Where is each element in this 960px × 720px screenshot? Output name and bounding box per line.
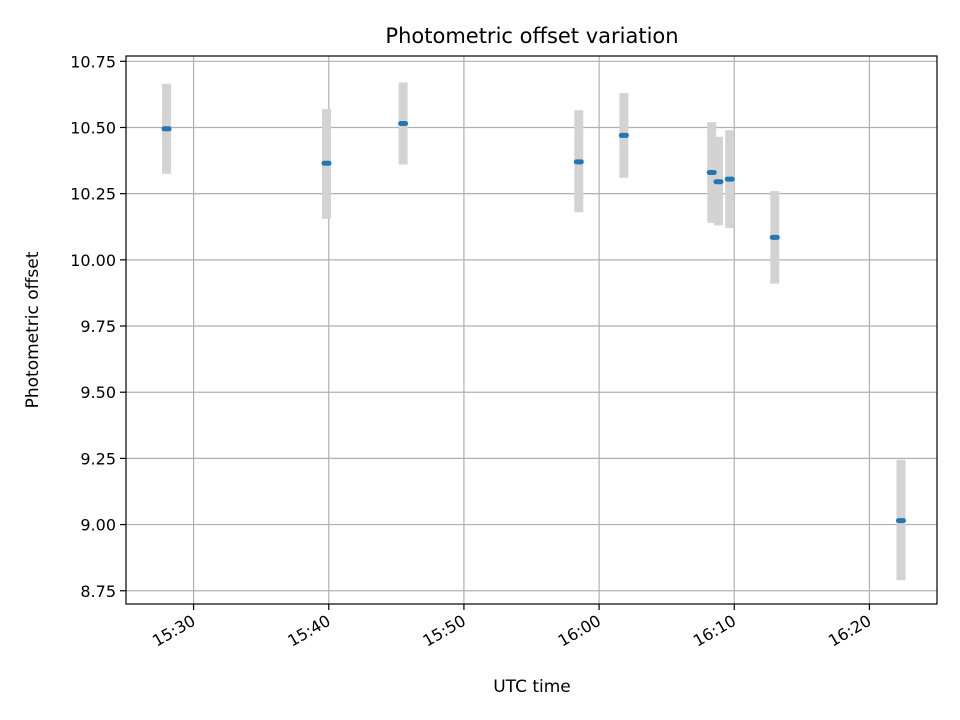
data-point — [321, 160, 332, 166]
y-tick-label: 10.00 — [70, 251, 116, 270]
x-tick-label: 15:40 — [284, 611, 333, 651]
y-axis-label: Photometric offset — [23, 251, 43, 408]
x-tick-label: 15:50 — [419, 611, 468, 651]
data-point — [769, 234, 780, 240]
x-tick-label: 16:10 — [690, 611, 739, 651]
data-point — [724, 176, 735, 182]
data-point — [161, 126, 172, 132]
y-tick-label: 8.75 — [80, 582, 116, 601]
x-axis-label: UTC time — [493, 677, 571, 697]
data-point — [618, 132, 629, 138]
y-tick-label: 10.75 — [70, 52, 116, 71]
y-tick-label: 9.25 — [80, 449, 116, 468]
data-point — [706, 169, 717, 175]
data-point — [713, 179, 724, 185]
plot-frame — [125, 55, 938, 605]
data-point — [573, 159, 584, 165]
y-axis-ticks: 8.75 9.00 9.25 9.50 9.75 10.00 10.25 10.50 10.75 — [70, 52, 126, 601]
x-tick-label: 15:30 — [149, 611, 198, 651]
error-bars — [162, 82, 906, 581]
y-tick-label: 9.75 — [80, 317, 116, 336]
y-tick-label: 9.50 — [80, 383, 116, 402]
x-tick-label: 16:20 — [825, 611, 874, 651]
y-tick-label: 10.50 — [70, 118, 116, 137]
grid — [126, 56, 937, 604]
x-tick-label: 16:00 — [555, 611, 604, 651]
y-tick-label: 10.25 — [70, 185, 116, 204]
x-axis-ticks: 15:30 15:40 15:50 16:00 16:10 16:20 — [149, 604, 874, 651]
data-point — [895, 518, 906, 524]
data-points — [161, 121, 906, 524]
chart-title: Photometric offset variation — [385, 24, 678, 48]
y-tick-label: 9.00 — [80, 516, 116, 535]
data-point — [398, 121, 409, 127]
